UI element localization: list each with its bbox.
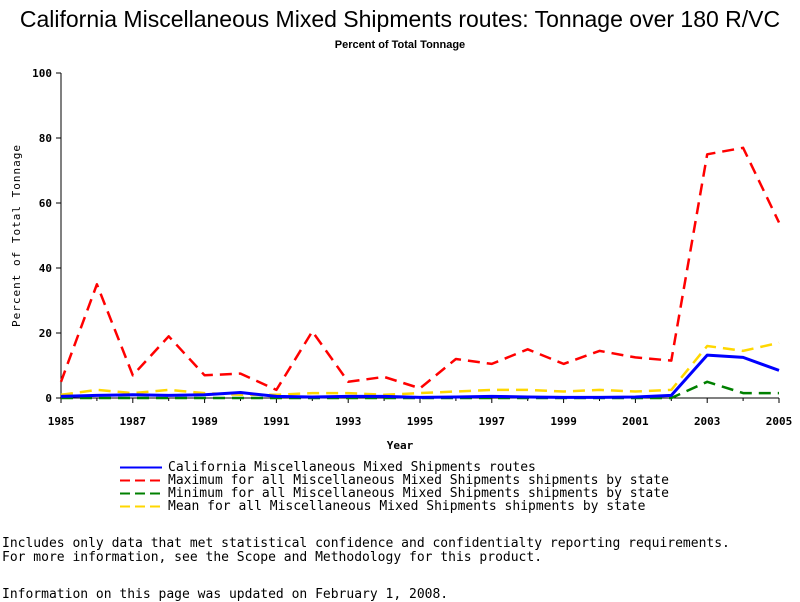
series-line-1	[59, 146, 781, 392]
x-tick-label: 2003	[694, 415, 721, 428]
legend-item: Maximum for all Miscellaneous Mixed Ship…	[118, 474, 669, 487]
series-line-0	[60, 353, 780, 399]
y-tick-label: 40	[39, 262, 52, 275]
x-tick-label: 1987	[120, 415, 147, 428]
legend-label: Mean for all Miscellaneous Mixed Shipmen…	[168, 499, 646, 514]
x-axis-label: Year	[387, 439, 414, 452]
x-tick-label: 1985	[48, 415, 75, 428]
x-tick-label: 1995	[407, 415, 434, 428]
y-tick-label: 80	[39, 132, 52, 145]
legend-swatch	[118, 461, 162, 474]
line-chart: 0 20 40 60 80 100 1985 1987 1989 1991 1993 1995 1997…	[10, 67, 793, 452]
legend-label: California Miscellaneous Mixed Shipments…	[168, 460, 536, 475]
x-tick-label: 1993	[335, 415, 362, 428]
y-tick-label: 0	[45, 392, 52, 405]
chart-title: California Miscellaneous Mixed Shipments…	[19, 6, 781, 32]
footnote-confidence: Includes only data that met statistical …	[2, 536, 730, 551]
y-axis-label: Percent of Total Tonnage	[10, 144, 23, 327]
chart-subtitle: Percent of Total Tonnage	[334, 39, 466, 51]
x-tick-label: 1991	[263, 415, 290, 428]
legend-swatch	[118, 474, 162, 487]
y-tick-label: 20	[39, 327, 52, 340]
x-tick-label: 1989	[191, 415, 218, 428]
legend-item: California Miscellaneous Mixed Shipments…	[118, 461, 669, 474]
x-tick-label: 1997	[479, 415, 506, 428]
y-tick-label: 60	[39, 197, 52, 210]
legend-swatch	[118, 487, 162, 500]
chart-legend: California Miscellaneous Mixed Shipments…	[118, 461, 669, 513]
series-line-3	[60, 341, 780, 397]
legend-swatch	[118, 500, 162, 513]
y-tick-label: 100	[32, 67, 52, 80]
legend-label: Minimum for all Miscellaneous Mixed Ship…	[168, 486, 669, 501]
x-tick-label: 2001	[622, 415, 649, 428]
update-notice: Information on this page was updated on …	[2, 587, 449, 602]
legend-item: Mean for all Miscellaneous Mixed Shipmen…	[118, 500, 669, 513]
x-tick-label: 1999	[550, 415, 577, 428]
legend-label: Maximum for all Miscellaneous Mixed Ship…	[168, 473, 669, 488]
x-tick-label: 2005	[766, 415, 793, 428]
series-line-2	[61, 380, 779, 400]
legend-item: Minimum for all Miscellaneous Mixed Ship…	[118, 487, 669, 500]
footnote-methodology: For more information, see the Scope and …	[2, 550, 543, 565]
footnotes: Includes only data that met statistical …	[2, 537, 730, 565]
